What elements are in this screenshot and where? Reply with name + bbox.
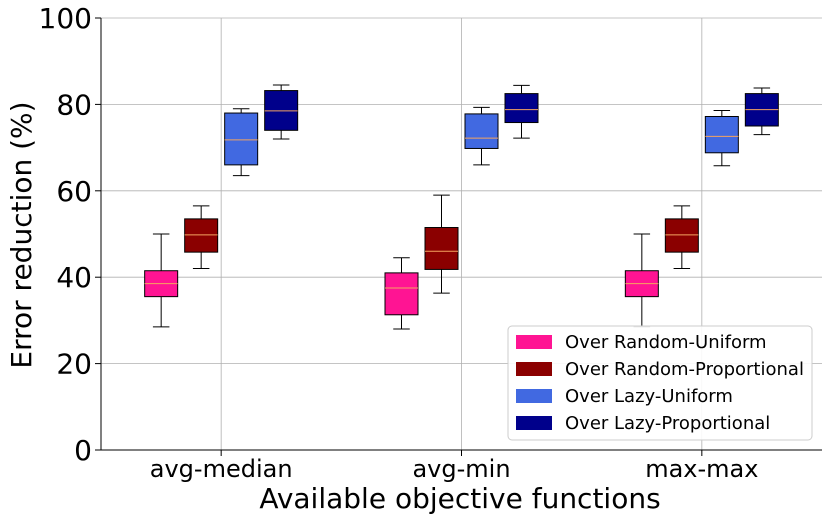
box-avg-median-0 [144,233,179,328]
box-avg-min-3 [504,84,539,139]
iqr-box [464,113,499,149]
y-tick-label: 20 [56,348,92,381]
iqr-box [224,112,259,166]
legend-frame [507,325,813,441]
legend-swatch [516,389,552,403]
y-tick-label: 80 [56,88,92,121]
x-tick-label: max-max [645,455,758,483]
x-tick-label: avg-median [150,455,293,483]
boxes-layer [144,84,779,330]
ticks-layer: 0 20 40 60 80 100 avg-median avg-min max-max [39,2,759,483]
box-avg-median-2 [224,108,259,177]
box-max-max-0 [624,233,659,328]
iqr-box [184,218,219,253]
x-axis-title: Available objective functions [259,482,660,515]
box-avg-median-1 [184,205,219,270]
legend: Over Random-Uniform Over Random-Proportio… [507,325,813,441]
legend-swatch [516,416,552,430]
box-avg-min-0 [384,257,419,330]
box-max-max-1 [664,205,699,270]
legend-label: Over Random-Uniform [565,332,767,353]
legend-swatch [516,362,552,376]
box-max-max-3 [744,87,779,136]
iqr-box [704,115,739,154]
y-axis-title: Error reduction (%) [5,101,38,368]
iqr-box [504,93,539,124]
x-tick-label: avg-min [412,455,510,483]
legend-label: Over Random-Proportional [565,359,804,380]
iqr-box [424,227,459,270]
iqr-box [664,218,699,253]
iqr-box [384,272,419,316]
y-tick-label: 100 [39,2,92,35]
y-tick-label: 40 [56,261,92,294]
grid-layer [101,17,822,451]
box-avg-min-1 [424,194,459,294]
y-tick-label: 0 [74,434,92,467]
y-tick-label: 60 [56,175,92,208]
legend-label: Over Lazy-Proportional [565,413,770,434]
box-avg-median-3 [264,84,299,140]
legend-swatch [516,335,552,349]
legend-label: Over Lazy-Uniform [565,386,733,407]
box-max-max-2 [704,109,739,167]
box-avg-min-2 [464,106,499,166]
